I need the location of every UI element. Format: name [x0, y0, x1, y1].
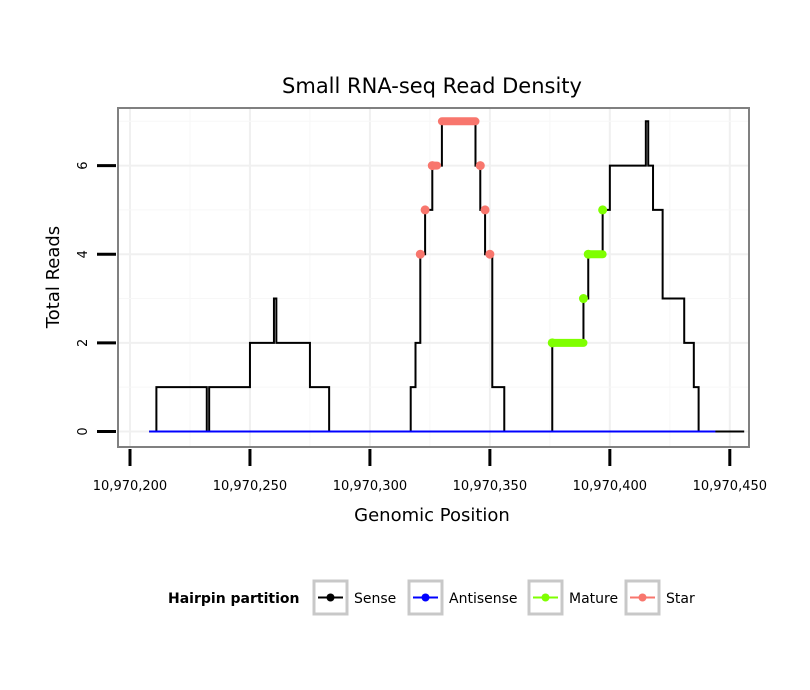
x-tick-label-3: 10,970,350 — [453, 479, 527, 494]
x-axis: 10,970,200 10,970,250 10,970,300 10,970,350… — [93, 449, 767, 494]
mature-point-3 — [598, 205, 608, 215]
legend-dot-sense — [326, 593, 335, 602]
star-point-4 — [480, 205, 490, 215]
legend-label-mature: Mature — [569, 591, 618, 607]
y-tick-label-0: 0 — [76, 427, 91, 435]
star-point-3 — [475, 161, 485, 171]
x-tick-label-1: 10,970,250 — [213, 479, 287, 494]
star-point-2 — [427, 161, 437, 171]
y-tick-label-3: 6 — [76, 161, 91, 169]
y-axis-label: Total Reads — [43, 226, 64, 329]
mature-point-1 — [578, 294, 588, 304]
x-tick-label-5: 10,970,450 — [693, 479, 767, 494]
plot-border — [117, 107, 750, 448]
mature-point-0 — [547, 338, 557, 348]
x-tick-label-4: 10,970,400 — [573, 479, 647, 494]
legend-dot-mature — [541, 593, 550, 602]
legend-label-antisense: Antisense — [449, 591, 518, 607]
sense-line — [149, 120, 745, 433]
legend-dot-antisense — [421, 593, 430, 602]
series-layer — [149, 117, 745, 433]
legend-title: Hairpin partition — [168, 591, 299, 607]
y-tick-label-2: 4 — [76, 250, 91, 258]
mature-point-2 — [583, 249, 593, 259]
star-point-1 — [420, 205, 430, 215]
legend-dot-star — [638, 593, 647, 602]
grid-lines — [118, 108, 749, 447]
x-tick-label-0: 10,970,200 — [93, 479, 167, 494]
chart-title: Small RNA-seq Read Density — [282, 74, 582, 98]
legend-label-sense: Sense — [354, 591, 396, 607]
star-point-5 — [485, 249, 495, 259]
legend-label-star: Star — [666, 591, 695, 607]
x-axis-label: Genomic Position — [354, 505, 510, 526]
y-axis: 0 2 4 6 — [76, 161, 116, 436]
y-tick-label-1: 2 — [76, 339, 91, 347]
x-tick-label-2: 10,970,300 — [333, 479, 407, 494]
legend: Hairpin partition Sense Antisense Mature Sta… — [168, 579, 695, 616]
star-point-0 — [415, 249, 425, 259]
